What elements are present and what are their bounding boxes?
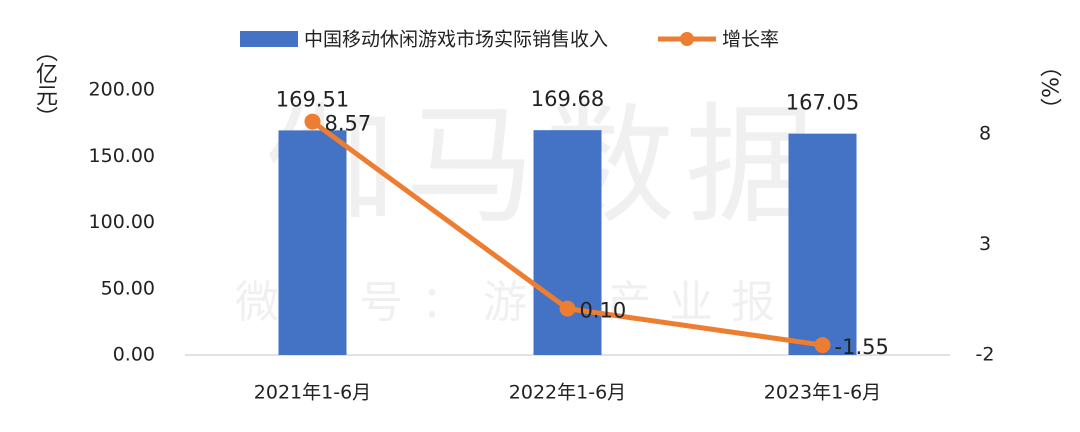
bar	[788, 133, 857, 355]
bar-value-label: 169.68	[531, 87, 604, 111]
y2-tick-label: 8	[979, 123, 991, 145]
line-marker	[559, 300, 576, 317]
y-tick-label: 50.00	[101, 277, 155, 299]
bar	[533, 130, 602, 355]
y-tick-label: 150.00	[89, 145, 155, 167]
line-value-label: -1.55	[835, 335, 889, 359]
y-tick-label: 200.00	[89, 79, 155, 101]
legend-swatch	[240, 31, 298, 47]
legend-swatch	[680, 32, 695, 46]
line-value-label: 8.57	[325, 112, 372, 136]
bar-value-label: 167.05	[786, 91, 859, 115]
y-tick-label: 0.00	[113, 344, 155, 366]
y-tick-label: 100.00	[89, 211, 155, 233]
y2-tick-label: -2	[976, 344, 995, 366]
bar-value-label: 169.51	[276, 87, 349, 111]
line-marker	[814, 337, 831, 354]
y2-tick-label: 3	[979, 233, 991, 255]
line-marker	[304, 113, 321, 130]
bar	[278, 130, 347, 355]
legend-label: 增长率	[722, 29, 779, 51]
x-tick-label: 2023年1-6月	[764, 382, 881, 404]
x-tick-label: 2022年1-6月	[509, 382, 626, 404]
y2-axis-label: （%）	[1036, 55, 1062, 120]
legend-label: 中国移动休闲游戏市场实际销售收入	[304, 29, 608, 51]
y-axis-label: （亿元）	[32, 40, 58, 128]
line-value-label: 0.10	[580, 299, 627, 323]
x-tick-label: 2021年1-6月	[254, 382, 371, 404]
